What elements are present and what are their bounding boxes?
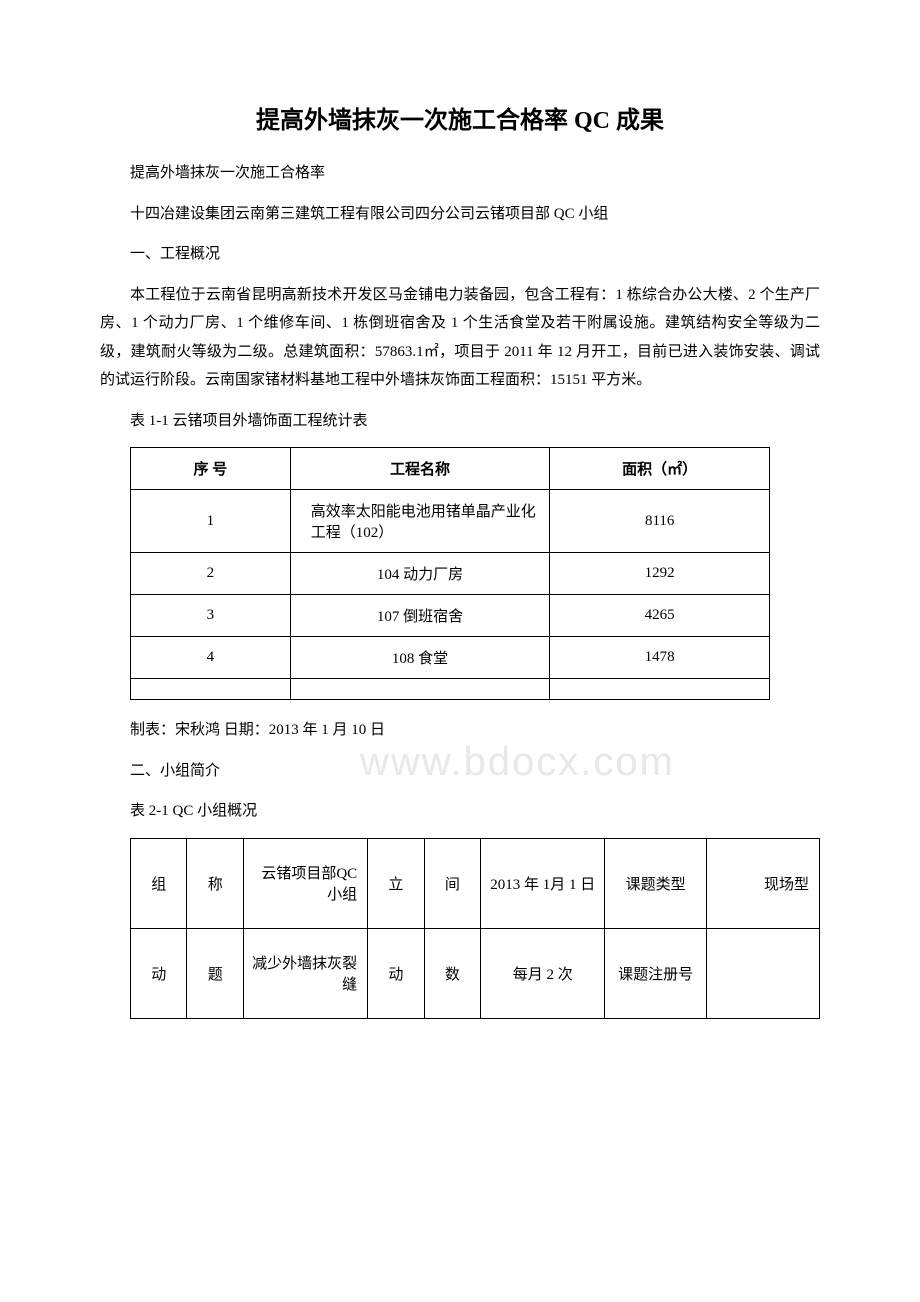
table1-cell: 4265 [550, 595, 770, 637]
table2-cell: 动 [131, 928, 187, 1018]
table2-cell: 2013 年 1月 1 日 [481, 838, 605, 928]
table2-cell: 组 [131, 838, 187, 928]
table2-cell: 数 [424, 928, 480, 1018]
table2-cell: 立 [368, 838, 424, 928]
table1-cell: 1292 [550, 553, 770, 595]
table1-header-cell: 面积（㎡） [550, 448, 770, 490]
table1-cell: 3 [131, 595, 291, 637]
table1-cell [131, 679, 291, 700]
table1-header-cell: 工程名称 [290, 448, 550, 490]
table1-cell: 4 [131, 637, 291, 679]
section2-heading: 二、小组简介 [100, 757, 820, 786]
table2-cell [706, 928, 819, 1018]
table2-cell: 间 [424, 838, 480, 928]
table1-cell: 1478 [550, 637, 770, 679]
table2-cell: 动 [368, 928, 424, 1018]
organization-text: 十四冶建设集团云南第三建筑工程有限公司四分公司云锗项目部 QC 小组 [100, 200, 820, 229]
table1-cell: 2 [131, 553, 291, 595]
table1-row [131, 679, 770, 700]
table1-header-cell: 序 号 [131, 448, 291, 490]
table1-cell: 8116 [550, 490, 770, 553]
table2-cell: 课题注册号 [605, 928, 707, 1018]
table2-row: 组 称 云锗项目部QC 小组 立 间 2013 年 1月 1 日 课题类型 现场… [131, 838, 820, 928]
table1: 序 号 工程名称 面积（㎡） 1 高效率太阳能电池用锗单晶产业化工程（102） … [130, 447, 770, 700]
table1-cell: 1 [131, 490, 291, 553]
table2-cell: 现场型 [706, 838, 819, 928]
table1-cell: 高效率太阳能电池用锗单晶产业化工程（102） [290, 490, 550, 553]
table2-cell: 课题类型 [605, 838, 707, 928]
table2-cell: 云锗项目部QC 小组 [243, 838, 367, 928]
subtitle-text: 提高外墙抹灰一次施工合格率 [100, 159, 820, 188]
table2-cell: 题 [187, 928, 243, 1018]
table1-cell: 107 倒班宿舍 [290, 595, 550, 637]
section1-body: 本工程位于云南省昆明高新技术开发区马金铺电力装备园，包含工程有：1 栋综合办公大… [100, 281, 820, 395]
table2-caption: 表 2-1 QC 小组概况 [100, 797, 820, 826]
table1-row: 3 107 倒班宿舍 4265 [131, 595, 770, 637]
table1-row: 2 104 动力厂房 1292 [131, 553, 770, 595]
table2-row: 动 题 减少外墙抹灰裂缝 动 数 每月 2 次 课题注册号 [131, 928, 820, 1018]
table1-footer: 制表：宋秋鸿 日期：2013 年 1 月 10 日 [100, 716, 820, 745]
table1-cell [290, 679, 550, 700]
table1-caption: 表 1-1 云锗项目外墙饰面工程统计表 [100, 407, 820, 436]
table2: 组 称 云锗项目部QC 小组 立 间 2013 年 1月 1 日 课题类型 现场… [130, 838, 820, 1019]
table2-cell: 每月 2 次 [481, 928, 605, 1018]
table2-cell: 称 [187, 838, 243, 928]
table1-row: 1 高效率太阳能电池用锗单晶产业化工程（102） 8116 [131, 490, 770, 553]
table1-cell: 108 食堂 [290, 637, 550, 679]
table1-cell: 104 动力厂房 [290, 553, 550, 595]
table1-cell [550, 679, 770, 700]
table1-header-row: 序 号 工程名称 面积（㎡） [131, 448, 770, 490]
table2-cell: 减少外墙抹灰裂缝 [243, 928, 367, 1018]
section1-heading: 一、工程概况 [100, 240, 820, 269]
table1-row: 4 108 食堂 1478 [131, 637, 770, 679]
document-title: 提高外墙抹灰一次施工合格率 QC 成果 [100, 100, 820, 135]
